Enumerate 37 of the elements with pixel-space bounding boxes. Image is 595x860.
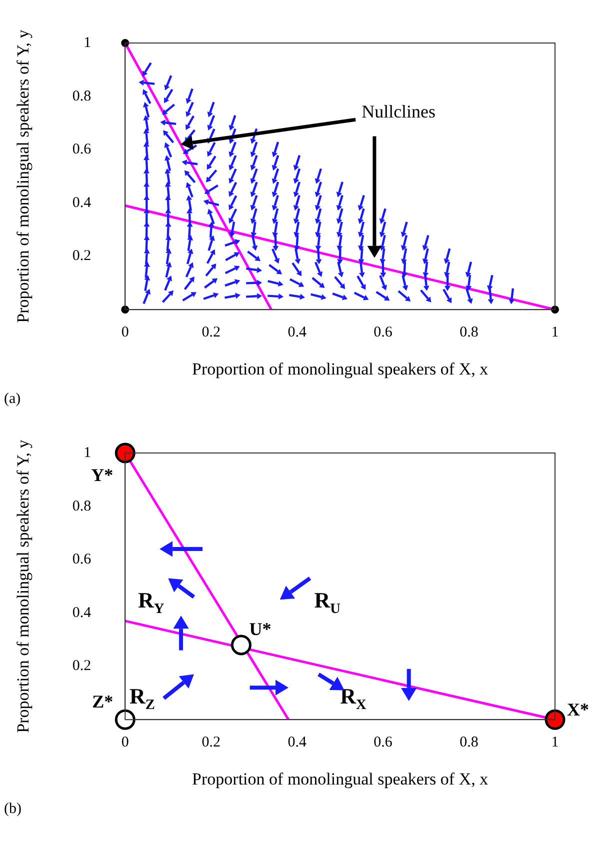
- x-tick-label: 0.2: [202, 324, 220, 341]
- annotation: X*: [567, 700, 589, 720]
- x-tick-label: 0: [121, 734, 129, 751]
- y-tick-label: 0.2: [72, 658, 92, 674]
- annotation: Y*: [91, 465, 114, 485]
- y-tick-label: 0.4: [72, 194, 92, 211]
- x-tick-label: 0.4: [288, 324, 307, 341]
- x-tick-label: 0.8: [460, 734, 478, 751]
- y-tick-label: 0.2: [72, 248, 92, 264]
- x-tick-label: 0.2: [202, 734, 220, 751]
- text: (a): [4, 391, 21, 408]
- point: [544, 709, 566, 730]
- x-tick-label: 0.8: [460, 324, 478, 341]
- y-tick-label: 0.4: [72, 604, 92, 621]
- y-tick-label: 0.8: [72, 88, 92, 104]
- annotation: Nullclines: [362, 102, 436, 122]
- y-axis-title: Proportion of monolingual speakers of Y, y: [14, 29, 33, 323]
- y-tick-label: 1: [84, 444, 92, 461]
- y-tick-label: 0.6: [72, 142, 92, 158]
- point: [114, 442, 136, 464]
- y-tick-label: 0.8: [72, 498, 92, 514]
- x-axis-title: Proportion of monolingual speakers of X, x: [192, 769, 489, 788]
- y-axis-title: Proportion of monolingual speakers of Y, y: [14, 439, 33, 733]
- x-tick-label: 0.6: [374, 734, 393, 751]
- y-tick-label: 0.6: [72, 552, 92, 568]
- x-axis-title: Proportion of monolingual speakers of X, x: [192, 359, 489, 378]
- annotation: Z*: [92, 692, 114, 712]
- annotation: U*: [249, 618, 272, 639]
- text: (b): [4, 801, 22, 818]
- x-tick-label: 1: [551, 734, 559, 751]
- point: [114, 709, 136, 730]
- x-tick-label: 1: [551, 324, 559, 341]
- y-tick-label: 1: [84, 34, 92, 51]
- point: [230, 634, 252, 656]
- x-tick-label: 0: [121, 324, 129, 341]
- x-tick-label: 0.6: [374, 324, 393, 341]
- x-tick-label: 0.4: [288, 734, 307, 751]
